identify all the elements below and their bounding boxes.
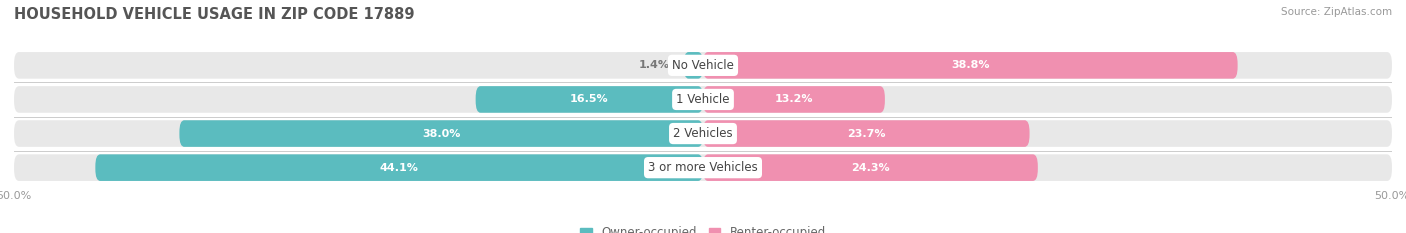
FancyBboxPatch shape: [96, 154, 703, 181]
FancyBboxPatch shape: [703, 52, 1237, 79]
Text: 23.7%: 23.7%: [846, 129, 886, 139]
FancyBboxPatch shape: [683, 52, 703, 79]
Text: 2 Vehicles: 2 Vehicles: [673, 127, 733, 140]
FancyBboxPatch shape: [14, 120, 1392, 147]
Text: 38.8%: 38.8%: [950, 60, 990, 70]
Text: 3 or more Vehicles: 3 or more Vehicles: [648, 161, 758, 174]
Text: 16.5%: 16.5%: [569, 94, 609, 104]
FancyBboxPatch shape: [475, 86, 703, 113]
Legend: Owner-occupied, Renter-occupied: Owner-occupied, Renter-occupied: [579, 226, 827, 233]
Text: 24.3%: 24.3%: [851, 163, 890, 173]
Text: 44.1%: 44.1%: [380, 163, 419, 173]
FancyBboxPatch shape: [14, 86, 1392, 113]
Text: 1 Vehicle: 1 Vehicle: [676, 93, 730, 106]
Text: 1.4%: 1.4%: [638, 60, 669, 70]
Text: 13.2%: 13.2%: [775, 94, 813, 104]
Text: 38.0%: 38.0%: [422, 129, 460, 139]
FancyBboxPatch shape: [14, 52, 1392, 79]
FancyBboxPatch shape: [703, 86, 884, 113]
FancyBboxPatch shape: [180, 120, 703, 147]
Text: HOUSEHOLD VEHICLE USAGE IN ZIP CODE 17889: HOUSEHOLD VEHICLE USAGE IN ZIP CODE 1788…: [14, 7, 415, 22]
FancyBboxPatch shape: [703, 154, 1038, 181]
Text: No Vehicle: No Vehicle: [672, 59, 734, 72]
Text: Source: ZipAtlas.com: Source: ZipAtlas.com: [1281, 7, 1392, 17]
FancyBboxPatch shape: [703, 120, 1029, 147]
FancyBboxPatch shape: [14, 154, 1392, 181]
